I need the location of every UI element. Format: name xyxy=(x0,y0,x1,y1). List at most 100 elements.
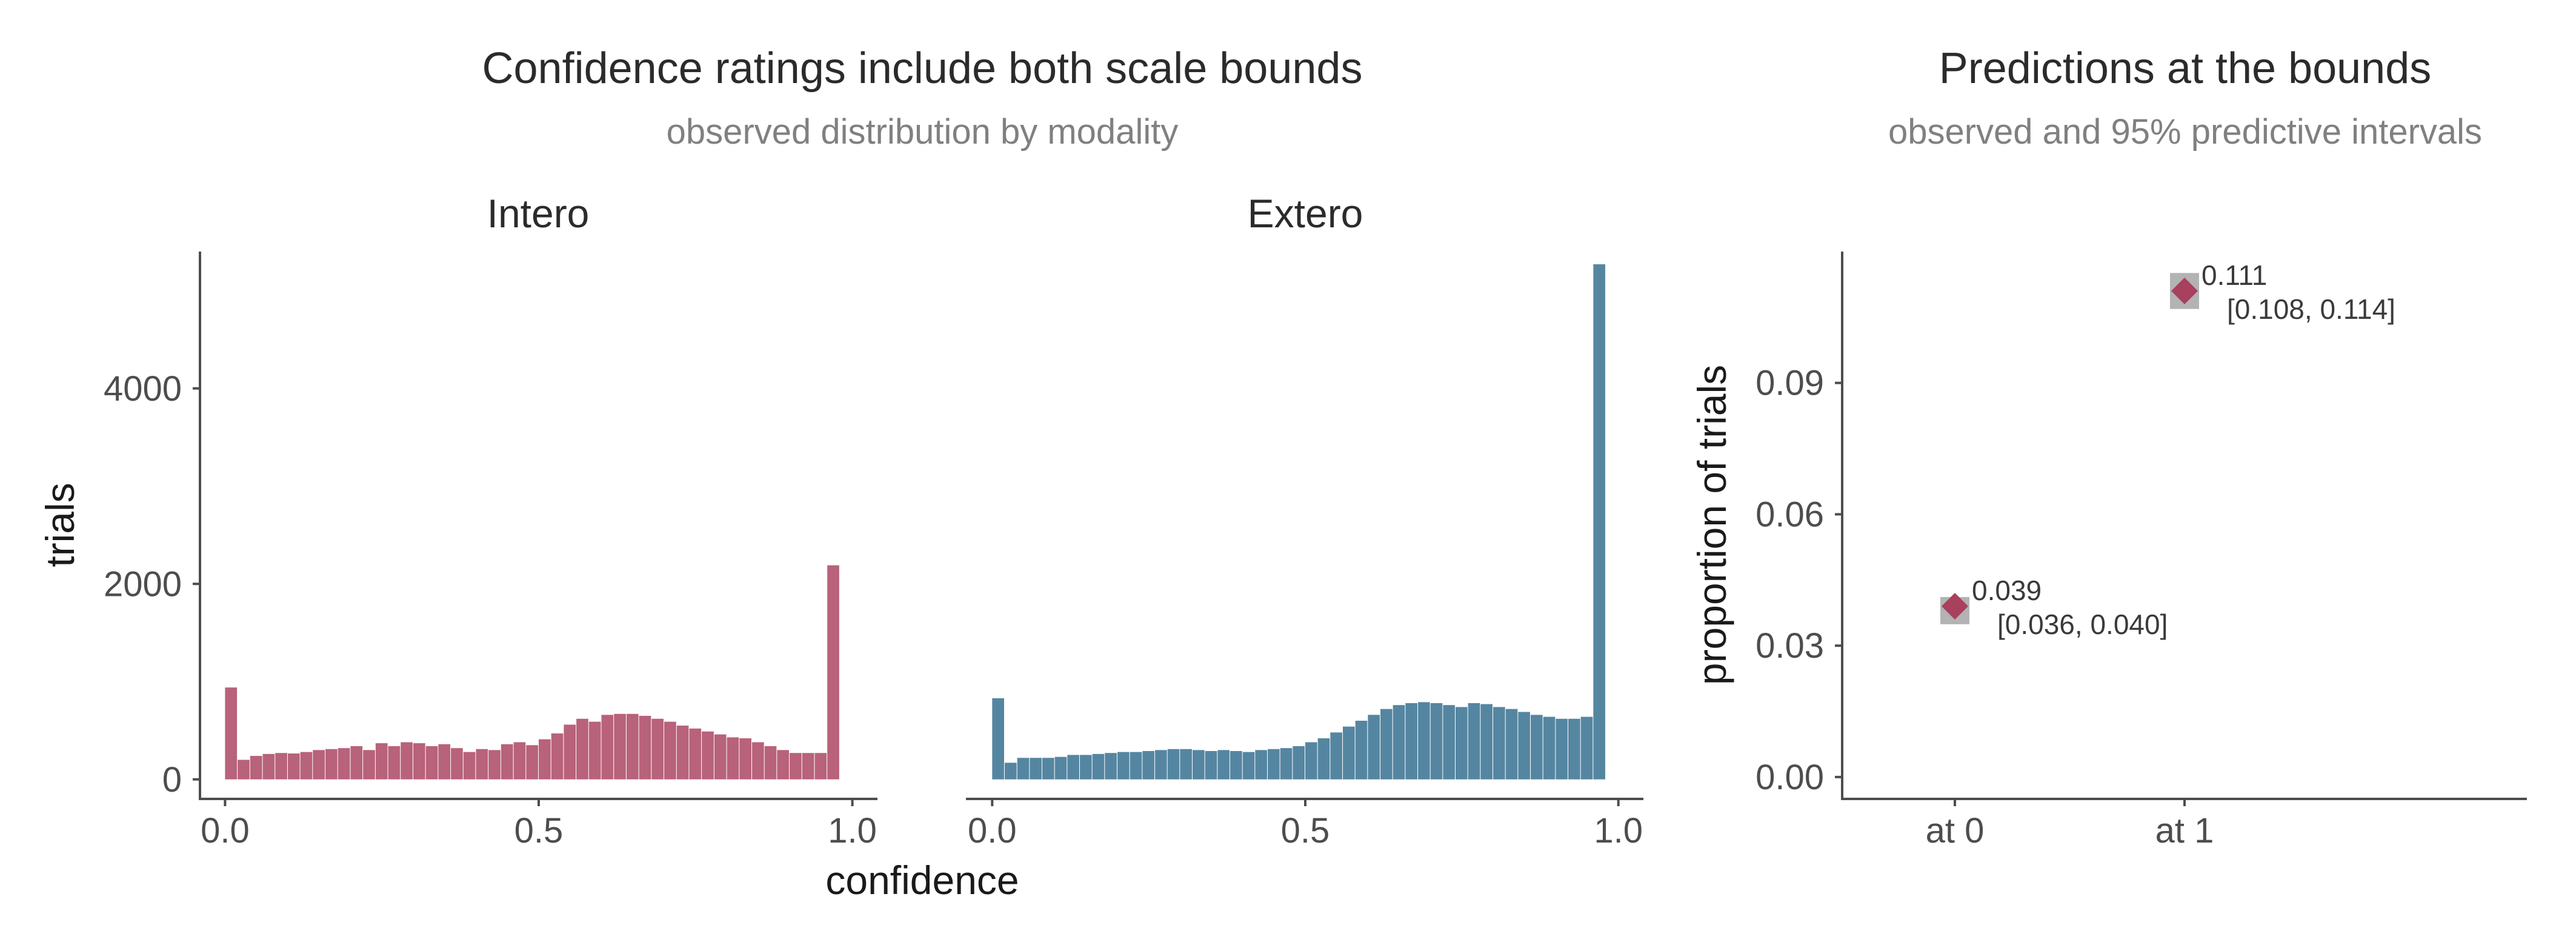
histogram-bar xyxy=(1368,715,1380,780)
histogram-bar xyxy=(250,756,262,780)
histogram-bar xyxy=(476,749,488,780)
predictions-y-axis-title: proportion of trials xyxy=(1689,365,1734,685)
observed-value-label: 0.039 xyxy=(1972,575,2042,606)
histogram-bar xyxy=(676,726,689,780)
histogram-y-tick-label: 0 xyxy=(162,760,182,800)
predictions-y-ticks: 0.00 0.03 0.06 0.09 xyxy=(1756,364,1842,797)
histogram-bar xyxy=(1317,738,1330,780)
histogram-x-axis-title: confidence xyxy=(825,858,1019,903)
predictions-title: Predictions at the bounds xyxy=(1939,44,2432,93)
histogram-bar xyxy=(1543,716,1556,780)
histogram-bar xyxy=(501,744,513,780)
histogram-bar xyxy=(1518,712,1530,780)
histogram-x-tick-label: 0.5 xyxy=(1281,811,1330,850)
histogram-x-tick-label: 0.0 xyxy=(201,811,250,850)
histogram-bar xyxy=(1155,750,1167,780)
histogram-bar xyxy=(1393,705,1405,780)
histogram-bar xyxy=(689,728,702,780)
histogram-bar xyxy=(287,753,300,780)
histogram-bar xyxy=(1067,755,1079,780)
histogram-bar xyxy=(614,713,626,780)
histogram-bar xyxy=(463,752,476,780)
histogram-bar xyxy=(363,750,375,780)
histogram-bar xyxy=(992,698,1004,780)
histogram-bar xyxy=(1017,758,1030,780)
histogram-bar xyxy=(651,718,664,780)
histogram-bar xyxy=(350,746,363,780)
histogram-bar xyxy=(802,753,814,780)
histogram-bar xyxy=(827,565,839,780)
histogram-bar xyxy=(1480,704,1493,780)
panel-intero: 0.0 0.5 1.0 xyxy=(199,565,877,850)
histogram-bar xyxy=(639,715,651,780)
facet-label-extero: Extero xyxy=(1248,191,1363,236)
histogram-bar xyxy=(1054,756,1067,780)
interval-label: [0.036, 0.040] xyxy=(1997,609,2168,640)
histogram-x-tick-label: 0.5 xyxy=(514,811,564,850)
histogram-bar xyxy=(1242,752,1255,780)
histogram-bar xyxy=(1005,763,1017,780)
histogram-bar xyxy=(1568,718,1580,780)
histogram-bar xyxy=(1042,758,1054,780)
histogram-bar xyxy=(313,750,325,780)
predictions-y-tick-label: 0.03 xyxy=(1756,626,1824,666)
histogram-bar xyxy=(1443,705,1455,780)
histogram-bar xyxy=(1142,750,1154,780)
histogram-bar xyxy=(513,742,526,780)
histogram-bar xyxy=(1456,707,1468,780)
histogram-bar xyxy=(300,752,313,780)
histogram-bar xyxy=(413,743,425,780)
histogram-bar xyxy=(526,745,538,780)
histogram-bar xyxy=(338,748,350,780)
predictions-subtitle: observed and 95% predictive intervals xyxy=(1888,112,2482,152)
predictions-y-tick-label: 0.06 xyxy=(1756,495,1824,534)
histogram-subtitle: observed distribution by modality xyxy=(667,112,1179,152)
histogram-bar xyxy=(777,750,790,780)
histogram-bar xyxy=(225,687,238,780)
histogram-bar xyxy=(1217,750,1230,780)
histogram-bar xyxy=(1180,749,1192,780)
predictions-x-tick-label: at 1 xyxy=(2155,811,2214,850)
histogram-bar xyxy=(1230,750,1242,780)
histogram-bar xyxy=(727,737,739,780)
histogram-bar xyxy=(664,721,676,780)
facet-label-intero: Intero xyxy=(487,191,590,236)
histogram-bar xyxy=(1593,264,1605,780)
predictions-x-tick-label: at 0 xyxy=(1926,811,1985,850)
histogram-bar xyxy=(1105,753,1117,780)
histogram-bar xyxy=(1193,750,1205,780)
panel-extero: 0.0 0.5 1.0 xyxy=(966,264,1643,850)
histogram-bar xyxy=(1330,732,1342,780)
histogram-bar xyxy=(1080,755,1092,780)
histogram-bar xyxy=(1493,707,1505,780)
histogram-bar xyxy=(1030,758,1042,780)
histogram-x-tick-label: 0.0 xyxy=(968,811,1017,850)
histogram-bar xyxy=(275,753,287,780)
observed-point xyxy=(2171,278,2198,305)
histogram-bar xyxy=(451,748,463,780)
histogram-bar xyxy=(1255,750,1267,780)
histogram-bar xyxy=(576,718,588,780)
histogram-bar xyxy=(1418,702,1430,780)
histogram-bar xyxy=(702,731,714,780)
histogram-bar xyxy=(551,733,564,780)
histogram-bar xyxy=(814,753,827,780)
histogram-bar xyxy=(790,753,802,780)
histogram-bar xyxy=(714,734,727,780)
histogram-bar xyxy=(588,721,601,780)
predictions-y-tick-label: 0.00 xyxy=(1756,758,1824,797)
histogram-x-tick-label: 1.0 xyxy=(1594,811,1643,850)
observed-point xyxy=(1942,593,1968,620)
histogram-bar xyxy=(739,738,751,780)
histogram-bar xyxy=(1293,746,1305,780)
histogram-bar xyxy=(438,744,451,780)
histogram-bar xyxy=(1405,703,1417,780)
histogram-bar xyxy=(601,715,614,780)
histogram-bar xyxy=(375,743,388,780)
histogram-bar xyxy=(325,749,338,780)
histogram-bar xyxy=(1468,703,1480,780)
histogram-bar xyxy=(1505,709,1518,780)
histogram-bar xyxy=(626,713,639,780)
histogram-bar xyxy=(1430,703,1443,780)
histogram-bar xyxy=(401,742,413,780)
